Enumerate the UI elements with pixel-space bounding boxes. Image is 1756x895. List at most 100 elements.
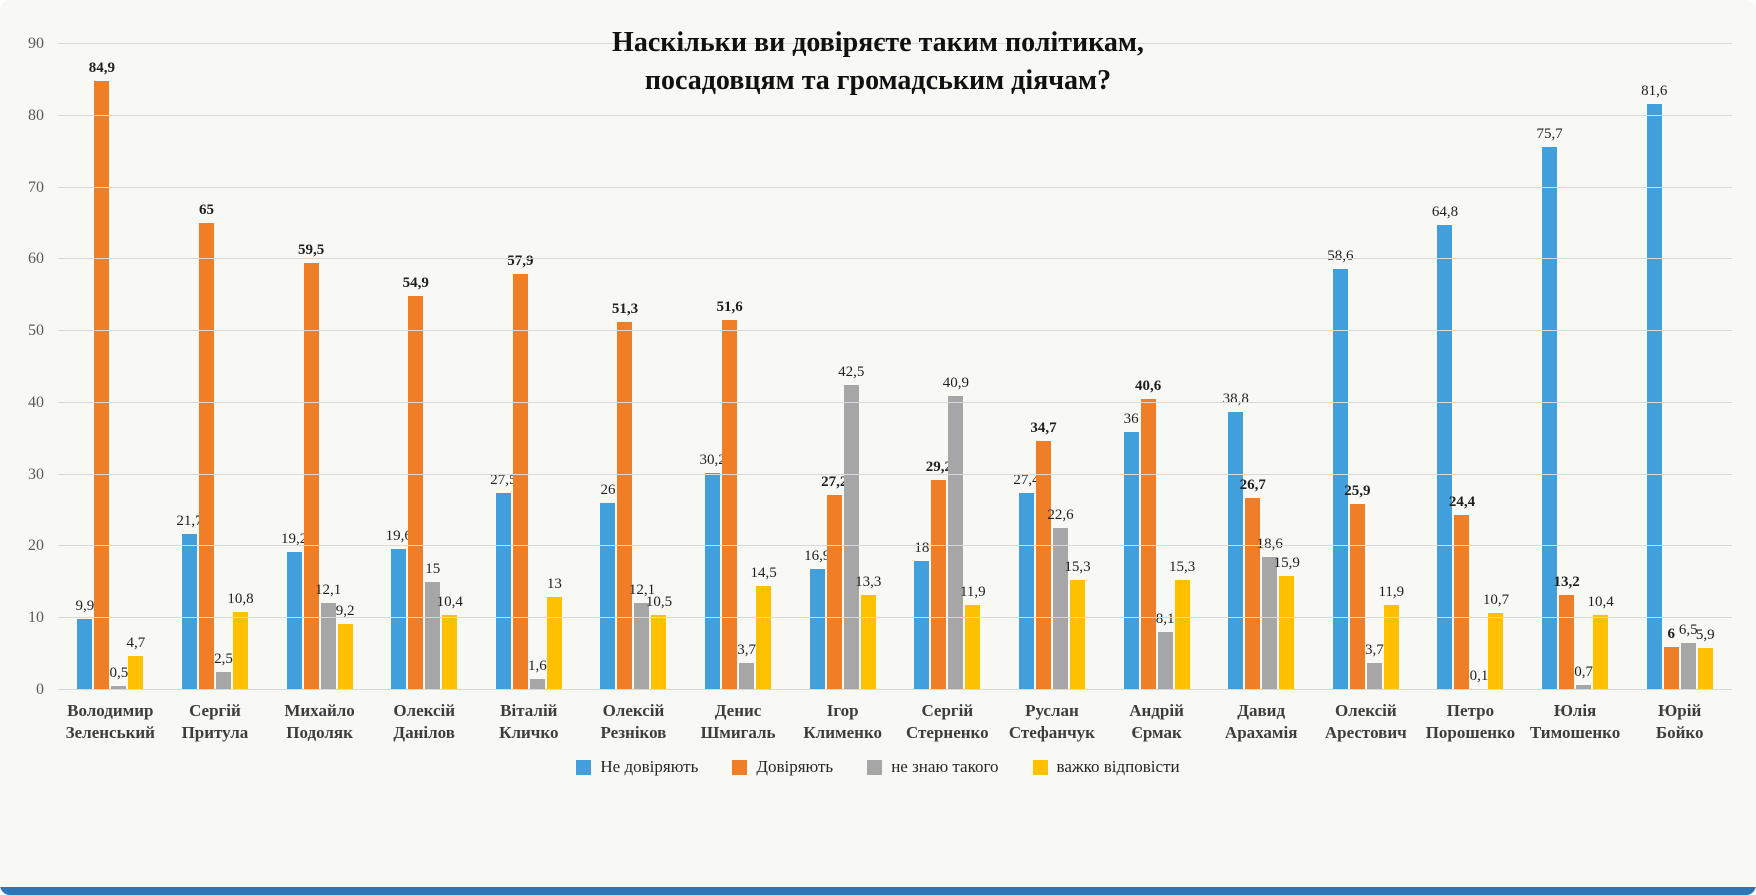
bar-fill bbox=[722, 319, 738, 690]
bar-fill bbox=[320, 603, 336, 690]
category-label-line: Резніков bbox=[600, 723, 667, 743]
bar-group: 30,2 51,6 3,7 14,5 bbox=[686, 44, 791, 690]
bar-fill bbox=[1663, 646, 1679, 690]
category-label-line: Ігор bbox=[826, 701, 859, 720]
gridline bbox=[58, 473, 1732, 475]
bar-value-label: 26,7 bbox=[1239, 477, 1266, 494]
bar-fill bbox=[215, 672, 231, 690]
category-label-line: Зеленський bbox=[65, 723, 155, 743]
bar-fill bbox=[1279, 575, 1295, 690]
bar-series-3: 9,2 bbox=[336, 603, 354, 690]
bar-fill bbox=[1593, 615, 1609, 690]
y-axis-tick-label: 50 bbox=[28, 322, 44, 340]
bar-value-label: 81,6 bbox=[1641, 83, 1668, 100]
category-label: Ігор Клименко bbox=[790, 700, 895, 744]
bar-fill bbox=[128, 656, 144, 690]
plot-area: 9,9 84,9 0,5 4,7 21,7 65 2,5 10,8 19,2 59,5 12,1 9,… bbox=[28, 35, 1732, 698]
bar-value-label: 84,9 bbox=[88, 59, 115, 76]
bar-series-3: 10,7 bbox=[1483, 592, 1509, 690]
bar-value-label: 57,9 bbox=[507, 253, 534, 270]
bar-value-label: 27,4 bbox=[1013, 472, 1040, 489]
bar-value-label: 51,3 bbox=[611, 300, 639, 317]
category-label: Володимир Зеленський bbox=[58, 700, 163, 744]
category-label: Олексій Данілов bbox=[372, 700, 477, 744]
bar-fill bbox=[1262, 556, 1278, 690]
legend-label: не знаю такого bbox=[891, 757, 999, 776]
bar-series-3: 10,4 bbox=[437, 594, 463, 690]
legend: Не довіряють Довіряють не знаю такого важко… bbox=[0, 757, 1756, 777]
bottom-accent-strip bbox=[0, 887, 1756, 895]
bar-series-3: 4,7 bbox=[126, 635, 145, 690]
bar-series-0: 38,8 bbox=[1223, 391, 1249, 690]
bar-fill bbox=[1576, 684, 1592, 690]
bar-series-1: 65 bbox=[198, 202, 214, 690]
bar-fill bbox=[495, 492, 511, 690]
gridline bbox=[58, 330, 1732, 332]
gridline bbox=[58, 617, 1732, 619]
bar-series-0: 36 bbox=[1123, 411, 1139, 690]
bar-value-label: 0,5 bbox=[109, 665, 129, 682]
bar-value-label: 59,5 bbox=[297, 241, 325, 258]
category-label: Юлія Тимошенко bbox=[1523, 700, 1628, 744]
bar-series-0: 30,2 bbox=[699, 452, 726, 690]
bar-group: 81,6 6 6,5 5,9 bbox=[1627, 44, 1732, 690]
bar-series-2: 2,5 bbox=[214, 651, 233, 690]
bar-series-1: 27,2 bbox=[821, 474, 847, 690]
category-label: Руслан Стефанчук bbox=[1000, 700, 1105, 744]
category-label-line: Порошенко bbox=[1425, 723, 1516, 743]
bar-series-3: 15,3 bbox=[1169, 559, 1195, 690]
category-label: Олексій Резніков bbox=[581, 700, 686, 744]
bar-series-2: 3,7 bbox=[737, 642, 756, 690]
gridline bbox=[58, 545, 1732, 547]
bar-value-label: 13 bbox=[546, 575, 562, 592]
bar-fill bbox=[1559, 595, 1575, 690]
bar-value-label: 10,7 bbox=[1482, 592, 1510, 609]
bar-series-2: 8,1 bbox=[1156, 611, 1174, 690]
bar-value-label: 9,9 bbox=[75, 597, 95, 614]
bar-group: 58,6 25,9 3,7 11,9 bbox=[1314, 44, 1419, 690]
y-axis-tick-label: 90 bbox=[28, 35, 44, 52]
category-label-line: Сергій bbox=[921, 701, 974, 720]
legend-label: важко відповісти bbox=[1056, 757, 1180, 776]
bar-series-1: 24,4 bbox=[1449, 494, 1475, 690]
bar-series-0: 27,4 bbox=[1013, 472, 1040, 690]
bar-fill bbox=[600, 503, 616, 690]
legend-swatch bbox=[1032, 759, 1048, 775]
category-label-line: Бойко bbox=[1655, 723, 1704, 743]
category-label-line: Володимир bbox=[67, 701, 154, 720]
bar-value-label: 65 bbox=[198, 202, 214, 219]
bar-series-0: 21,7 bbox=[176, 513, 203, 690]
category-label-line: Подоляк bbox=[286, 723, 353, 743]
bar-series-1: 54,9 bbox=[403, 275, 429, 690]
category-label-line: Кличко bbox=[499, 723, 559, 743]
category-label-line: Тимошенко bbox=[1529, 723, 1621, 743]
bar-fill bbox=[1680, 643, 1696, 690]
bar-value-label: 22,6 bbox=[1047, 506, 1074, 523]
bar-value-label: 0,7 bbox=[1574, 663, 1593, 680]
bar-series-1: 29,2 bbox=[926, 459, 952, 690]
legend-item: не знаю такого bbox=[867, 757, 999, 777]
bar-value-label: 40,6 bbox=[1134, 377, 1162, 394]
legend-swatch bbox=[732, 759, 748, 775]
category-label-line: Денис bbox=[714, 701, 762, 720]
bar-value-label: 13,3 bbox=[855, 573, 882, 590]
y-axis-tick-label: 80 bbox=[28, 106, 44, 124]
bar-value-label: 21,7 bbox=[176, 513, 203, 530]
bar-group: 26 51,3 12,1 10,5 bbox=[581, 44, 686, 690]
bar-fill bbox=[111, 686, 127, 690]
bar-value-label: 18 bbox=[914, 539, 930, 556]
bar-value-label: 1,6 bbox=[527, 657, 547, 674]
bar-fill bbox=[232, 612, 248, 690]
bar-value-label: 15,9 bbox=[1273, 554, 1300, 571]
bar-group: 75,7 13,2 0,7 10,4 bbox=[1523, 44, 1628, 690]
bar-value-label: 10,4 bbox=[1587, 594, 1614, 611]
category-label: Юрій Бойко bbox=[1627, 700, 1732, 744]
bar-series-2: 12,1 bbox=[629, 582, 655, 690]
bar-fill bbox=[948, 396, 964, 690]
bar-fill bbox=[1157, 631, 1173, 690]
bar-series-1: 26,7 bbox=[1240, 477, 1266, 690]
bar-series-3: 11,9 bbox=[1378, 584, 1404, 690]
bar-fill bbox=[1488, 613, 1504, 690]
bar-series-2: 40,9 bbox=[943, 375, 969, 690]
bar-value-label: 26 bbox=[600, 482, 616, 499]
